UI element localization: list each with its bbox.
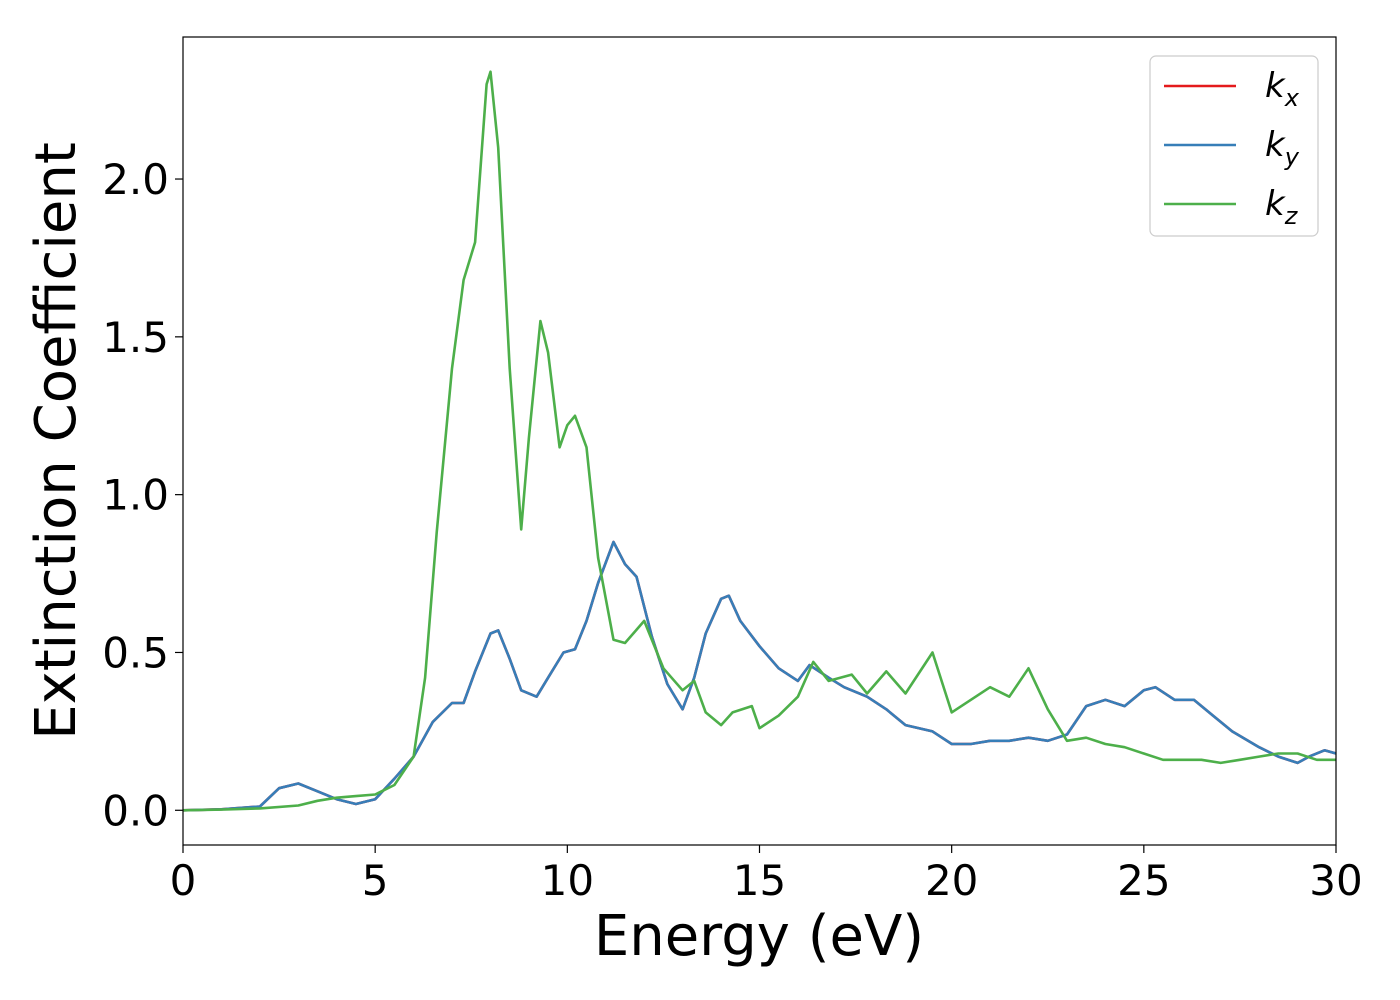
x-tick-label: 15: [733, 856, 786, 905]
legend-label-z: kz: [1265, 184, 1299, 230]
y-tick-label: 0.0: [102, 786, 169, 835]
x-tick-label: 5: [362, 856, 389, 905]
y-tick-label: 0.5: [102, 628, 169, 677]
series-line-z: [183, 70, 1336, 812]
y-tick-label: 1.5: [102, 313, 169, 362]
x-axis-ticks: 0 5 10 15 20 25 30: [170, 845, 1363, 905]
series-line-y: [183, 540, 1336, 812]
legend: kx ky kz: [1149, 55, 1319, 237]
x-tick-label: 10: [541, 856, 594, 905]
y-axis-ticks: 0.0 0.5 1.0 1.5 2.0: [102, 155, 183, 835]
y-tick-label: 1.0: [102, 471, 169, 520]
x-axis-label: Energy (eV): [594, 904, 924, 969]
series-layer: [183, 70, 1336, 812]
x-tick-label: 30: [1309, 856, 1362, 905]
y-tick-label: 2.0: [102, 155, 169, 204]
x-tick-label: 0: [170, 856, 197, 905]
legend-label-y: ky: [1265, 125, 1300, 171]
y-axis-label: Extinction Coefficient: [24, 142, 89, 740]
legend-label-x: kx: [1265, 66, 1300, 112]
x-tick-label: 25: [1117, 856, 1170, 905]
x-tick-label: 20: [925, 856, 978, 905]
plot-background: [183, 37, 1336, 845]
